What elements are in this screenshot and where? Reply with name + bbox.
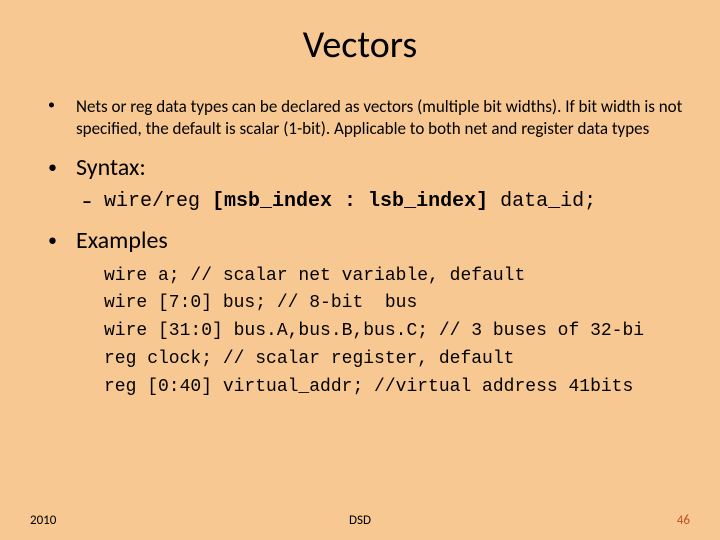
code-block: wire a; // scalar net variable, default …: [30, 263, 690, 402]
bullet-marker: •: [48, 225, 76, 256]
footer-page: 46: [677, 513, 690, 528]
examples-label: Examples: [76, 225, 168, 256]
footer: 2010 DSD 46: [0, 513, 720, 528]
bullet-intro: • Nets or reg data types can be declared…: [30, 96, 690, 140]
bullet-marker: •: [48, 96, 76, 140]
bullet-marker: •: [48, 152, 76, 183]
bullet-syntax: • Syntax:: [30, 152, 690, 183]
syntax-line: – wire/reg [msb_index : lsb_index] data_…: [30, 189, 690, 215]
syntax-label: Syntax:: [76, 152, 146, 183]
code-line: wire a; // scalar net variable, default: [104, 263, 690, 291]
footer-center: DSD: [349, 513, 371, 528]
slide: Vectors • Nets or reg data types can be …: [0, 0, 720, 540]
dash-marker: –: [82, 189, 104, 215]
code-line: wire [31:0] bus.A,bus.B,bus.C; // 3 buse…: [104, 318, 690, 346]
syntax-bold: [msb_index : lsb_index]: [212, 190, 488, 213]
code-line: reg clock; // scalar register, default: [104, 346, 690, 374]
slide-title: Vectors: [30, 22, 690, 68]
footer-year: 2010: [30, 513, 56, 528]
syntax-content: wire/reg [msb_index : lsb_index] data_id…: [104, 189, 596, 215]
syntax-pre: wire/reg: [104, 190, 212, 213]
code-line: reg [0:40] virtual_addr; //virtual addre…: [104, 374, 690, 402]
syntax-post: data_id;: [488, 190, 596, 213]
bullet-examples: • Examples: [30, 225, 690, 256]
intro-text: Nets or reg data types can be declared a…: [76, 96, 690, 140]
code-line: wire [7:0] bus; // 8-bit bus: [104, 290, 690, 318]
